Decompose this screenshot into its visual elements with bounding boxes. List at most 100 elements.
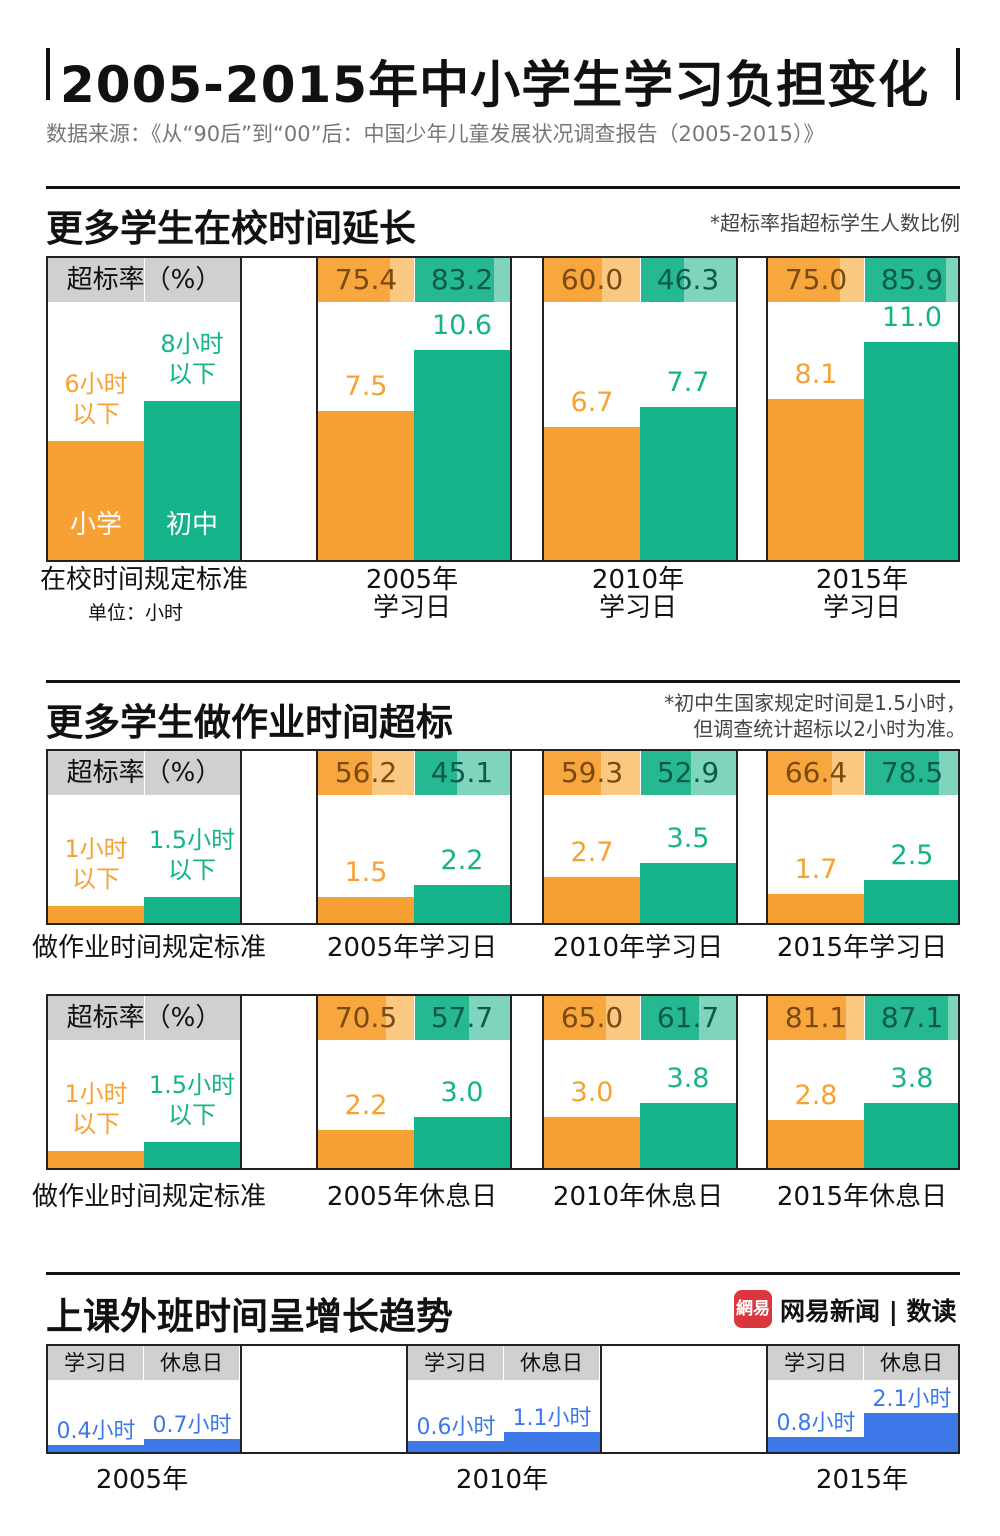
source-text: 数据来源：《从“90后”到“00”后：中国少年儿童发展状况调查报告（2005-2… <box>46 122 825 146</box>
value-bar-0-1 <box>414 349 510 560</box>
value-bar-1-0 <box>544 427 640 560</box>
value-bar-1-0 <box>544 876 640 923</box>
section2-rule <box>46 680 960 683</box>
value-label-2-0: 2.8 <box>794 1080 838 1112</box>
standard-bar-primary <box>48 905 144 923</box>
chart-gap-2 <box>736 996 768 1168</box>
x-label-0-0: 2005年 学习日 <box>365 565 459 623</box>
rate-value-2-1: 87.1 <box>880 1001 944 1034</box>
value-label-1-1: 7.7 <box>666 367 710 399</box>
section2-note-line1: *初中生国家规定时间是1.5小时， <box>664 691 966 715</box>
chart-gap-0 <box>240 996 318 1168</box>
value-bar-2-1 <box>864 1103 958 1168</box>
rate-value-2-1: 78.5 <box>880 756 944 789</box>
rate-value-1-0: 60.0 <box>560 263 624 296</box>
netease-logo-icon: 網易 <box>734 1290 772 1328</box>
section1-note: *超标率指超标学生人数比例 <box>710 211 960 235</box>
value-label-2-1: 2.5 <box>890 840 934 872</box>
blue-value-2-0: 0.8小时 <box>776 1411 856 1437</box>
rate-bg-fill-1-0 <box>544 258 602 302</box>
rate-value-1-0: 59.3 <box>560 756 624 789</box>
value-bar-2-0 <box>768 399 864 560</box>
chart-frame-0: 超标率（%） 6小时 以下 8小时 以下 小学 初中 75.4 7.5 83.2 10.6 60.… <box>46 256 960 562</box>
blue-gap-1 <box>600 1346 768 1452</box>
value-label-0-0: 7.5 <box>344 371 388 403</box>
x-label-1-1: 2010年学习日 <box>552 933 724 963</box>
rate-value-0-0: 70.5 <box>334 1001 398 1034</box>
value-label-1-0: 6.7 <box>570 387 614 419</box>
col-sep-0 <box>144 751 145 795</box>
title-bar-left <box>46 48 50 100</box>
value-bar-1-1 <box>640 407 736 560</box>
col-sep-2 <box>640 996 641 1040</box>
section2-std-label-a: 做作业时间规定标准 <box>32 933 267 963</box>
blue-bar-2-0 <box>768 1437 864 1452</box>
x-label-2-2: 2015年休息日 <box>776 1182 948 1212</box>
chart-gap-0 <box>240 258 318 560</box>
rate-value-1-1: 61.7 <box>656 1001 720 1034</box>
chart-gap-1 <box>510 258 544 560</box>
value-bar-0-1 <box>414 885 510 923</box>
blue-head-0-0: 学习日 <box>48 1346 143 1380</box>
col-sep-1 <box>414 996 415 1040</box>
rate-bg-fill-0-0 <box>318 258 391 302</box>
value-bar-1-1 <box>640 1103 736 1168</box>
chart-frame-3: 学习日 0.4小时 休息日 0.7小时 学习日 0.6小时 休息日 1.1小时 学习日 0.8小时… <box>46 1344 960 1454</box>
section2-note: *初中生国家规定时间是1.5小时， 但调查统计超标以2小时为准。 <box>664 690 966 742</box>
rate-bg-fill-2-0 <box>768 258 840 302</box>
legend-primary-std-1: 1小时 以下 <box>64 834 128 893</box>
col-sep-1 <box>414 751 415 795</box>
blue-x-label-0: 2005年 <box>95 1465 189 1495</box>
col-sep-2 <box>640 751 641 795</box>
chart-frame-1: 超标率（%） 1小时 以下 1.5小时 以下 56.2 1.5 45.1 2.2 59.3 2.… <box>46 749 960 925</box>
value-label-1-1: 3.8 <box>666 1063 710 1095</box>
rate-value-2-0: 81.1 <box>784 1001 848 1034</box>
section2-note-line2: 但调查统计超标以2小时为准。 <box>693 717 966 741</box>
value-label-1-0: 3.0 <box>570 1076 614 1108</box>
rate-bg-fill-2-0 <box>768 751 832 795</box>
rate-bg-fill-0-0 <box>318 996 386 1040</box>
value-bar-2-1 <box>864 880 958 923</box>
blue-head-2-1: 休息日 <box>864 1346 958 1380</box>
blue-head-1-0: 学习日 <box>408 1346 503 1380</box>
netease-logo-text: 网易新闻 | 数读 <box>780 1297 957 1326</box>
rate-value-2-0: 66.4 <box>784 756 848 789</box>
x-label-1-0: 2005年学习日 <box>326 933 498 963</box>
section3-title: 上课外班时间呈增长趋势 <box>46 1295 453 1338</box>
legend-primary-std-2: 1小时 以下 <box>64 1079 128 1138</box>
chart-gap-0 <box>240 751 318 923</box>
standard-bar-middle <box>144 897 240 923</box>
legend-secondary-std: 8小时 以下 <box>160 330 224 389</box>
value-bar-1-1 <box>640 863 736 923</box>
col-sep-1 <box>414 258 415 302</box>
rate-bg-fill-2-1 <box>864 258 947 302</box>
value-bar-0-1 <box>414 1116 510 1168</box>
value-label-2-1: 11.0 <box>881 301 943 333</box>
rate-bg-fill-0-1 <box>414 996 470 1040</box>
value-label-2-0: 1.7 <box>794 853 838 885</box>
blue-head-0-1: 休息日 <box>144 1346 239 1380</box>
legend-secondary-name: 初中 <box>165 510 218 540</box>
col-sep-3 <box>864 751 865 795</box>
standard-bar-middle <box>144 1142 240 1168</box>
rate-bg-fill-2-0 <box>768 996 846 1040</box>
legend-secondary-std-1: 1.5小时 以下 <box>148 826 236 885</box>
blue-bar-0-0 <box>48 1444 144 1452</box>
value-label-0-1: 2.2 <box>440 845 484 877</box>
legend-primary-std: 6小时 以下 <box>64 369 128 428</box>
x-label-0-2: 2015年 学习日 <box>815 565 909 623</box>
value-bar-2-1 <box>864 341 958 560</box>
section2-std-label-b: 做作业时间规定标准 <box>32 1182 267 1212</box>
x-label-1-2: 2015年学习日 <box>776 933 948 963</box>
value-label-1-1: 3.5 <box>666 823 710 855</box>
rate-value-2-0: 75.0 <box>784 263 848 296</box>
chart-frame-2: 超标率（%） 1小时 以下 1.5小时 以下 70.5 2.2 57.7 3.0 65.0 3.… <box>46 994 960 1170</box>
chart-gap-2 <box>736 751 768 923</box>
rate-value-2-1: 85.9 <box>880 263 944 296</box>
blue-value-1-1: 1.1小时 <box>512 1405 592 1431</box>
rate-value-0-1: 45.1 <box>430 756 494 789</box>
x-label-2-1: 2010年休息日 <box>552 1182 724 1212</box>
blue-bar-1-1 <box>504 1431 600 1452</box>
value-label-0-1: 3.0 <box>440 1076 484 1108</box>
standard-bar-primary <box>48 1150 144 1168</box>
